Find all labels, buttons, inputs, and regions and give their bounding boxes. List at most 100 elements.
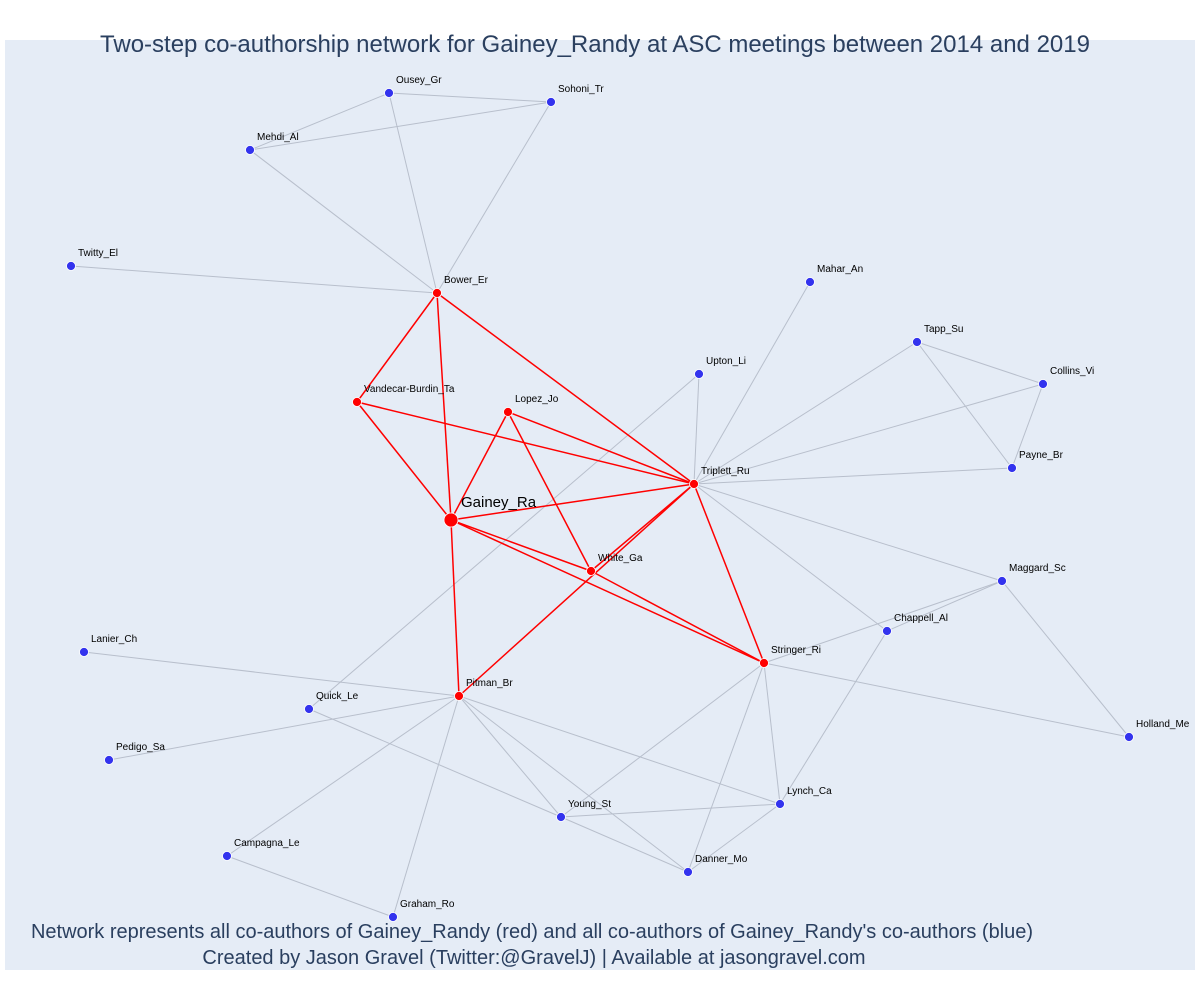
edge-stringer-ri-danner-mo bbox=[687, 662, 765, 873]
edge-triplett-ru-chappell-al bbox=[693, 483, 888, 632]
edge-gainey-ra-white-ga bbox=[450, 519, 592, 572]
edge-stringer-ri-young-st bbox=[560, 662, 765, 818]
node-label-lopez-jo: Lopez_Jo bbox=[515, 394, 559, 405]
edge-maggard-sc-stringer-ri bbox=[763, 580, 1003, 664]
edge-triplett-ru-payne-br bbox=[693, 467, 1013, 485]
edge-lopez-jo-triplett-ru bbox=[507, 411, 695, 485]
edge-bower-er-twitty-el bbox=[70, 265, 438, 294]
node-label-campagna-le: Campagna_Le bbox=[234, 838, 300, 849]
edge-pitman-br-danner-mo bbox=[458, 695, 689, 873]
edge-bower-er-sohoni-tr bbox=[436, 101, 552, 294]
plot-background bbox=[5, 40, 1195, 970]
edge-mehdi-al-sohoni-tr bbox=[249, 101, 552, 151]
node-label-payne-br: Payne_Br bbox=[1019, 450, 1064, 461]
node-pedigo-sa[interactable] bbox=[104, 755, 114, 765]
node-twitty-el[interactable] bbox=[66, 261, 76, 271]
node-upton-li[interactable] bbox=[694, 369, 704, 379]
edge-campagna-le-graham-ro bbox=[226, 855, 394, 918]
node-label-bower-er: Bower_Er bbox=[444, 275, 489, 286]
edge-triplett-ru-collins-vi bbox=[693, 383, 1044, 485]
edge-gainey-ra-triplett-ru bbox=[450, 483, 695, 521]
edge-gainey-ra-pitman-br bbox=[450, 519, 460, 697]
node-holland-me[interactable] bbox=[1124, 732, 1134, 742]
edge-vandecar-burdin-ta-triplett-ru bbox=[356, 401, 695, 485]
node-quick-le[interactable] bbox=[304, 704, 314, 714]
edge-pitman-br-pedigo-sa bbox=[108, 695, 460, 761]
edge-triplett-ru-tapp-su bbox=[693, 341, 918, 485]
node-label-quick-le: Quick_Le bbox=[316, 691, 359, 702]
node-pitman-br[interactable] bbox=[454, 691, 464, 701]
node-label-upton-li: Upton_Li bbox=[706, 356, 746, 367]
node-gainey-ra[interactable] bbox=[443, 512, 459, 528]
edge-maggard-sc-chappell-al bbox=[886, 580, 1003, 632]
edge-ousey-gr-mehdi-al bbox=[249, 92, 390, 151]
node-label-vandecar-burdin-ta: Vandecar-Burdin_Ta bbox=[364, 384, 455, 395]
node-campagna-le[interactable] bbox=[222, 851, 232, 861]
node-lanier-ch[interactable] bbox=[79, 647, 89, 657]
edge-gainey-ra-bower-er bbox=[436, 292, 452, 521]
footer-line-2: Created by Jason Gravel (Twitter:@Gravel… bbox=[202, 947, 865, 969]
edge-triplett-ru-stringer-ri bbox=[693, 483, 765, 664]
edge-tapp-su-payne-br bbox=[916, 341, 1013, 469]
edge-pitman-br-graham-ro bbox=[392, 695, 460, 918]
nodes-layer bbox=[66, 88, 1134, 922]
node-label-young-st: Young_St bbox=[568, 799, 611, 810]
node-young-st[interactable] bbox=[556, 812, 566, 822]
edge-stringer-ri-lynch-ca bbox=[763, 662, 781, 805]
edge-triplett-ru-mahar-an bbox=[693, 281, 811, 485]
edge-stringer-ri-holland-me bbox=[763, 662, 1130, 738]
node-chappell-al[interactable] bbox=[882, 626, 892, 636]
node-label-collins-vi: Collins_Vi bbox=[1050, 366, 1094, 377]
node-label-gainey-ra: Gainey_Ra bbox=[461, 494, 537, 511]
edge-pitman-br-lynch-ca bbox=[458, 695, 781, 805]
node-label-chappell-al: Chappell_Al bbox=[894, 613, 948, 624]
node-label-triplett-ru: Triplett_Ru bbox=[701, 466, 750, 477]
node-label-lynch-ca: Lynch_Ca bbox=[787, 786, 832, 797]
edge-white-ga-stringer-ri bbox=[590, 570, 765, 664]
edge-gainey-ra-vandecar-burdin-ta bbox=[356, 401, 452, 521]
edge-lopez-jo-white-ga bbox=[507, 411, 592, 572]
node-label-holland-me: Holland_Me bbox=[1136, 719, 1190, 730]
edge-collins-vi-payne-br bbox=[1011, 383, 1044, 469]
edge-danner-mo-lynch-ca bbox=[687, 803, 781, 873]
edge-maggard-sc-holland-me bbox=[1001, 580, 1130, 738]
edge-chappell-al-lynch-ca bbox=[779, 630, 888, 805]
edge-gainey-ra-lopez-jo bbox=[450, 411, 509, 521]
node-graham-ro[interactable] bbox=[388, 912, 398, 922]
edge-upton-li-quick-le bbox=[308, 373, 700, 710]
node-label-white-ga: White_Ga bbox=[598, 553, 643, 564]
node-mehdi-al[interactable] bbox=[245, 145, 255, 155]
node-lynch-ca[interactable] bbox=[775, 799, 785, 809]
node-label-maggard-sc: Maggard_Sc bbox=[1009, 563, 1066, 574]
node-stringer-ri[interactable] bbox=[759, 658, 769, 668]
node-payne-br[interactable] bbox=[1007, 463, 1017, 473]
edge-pitman-br-campagna-le bbox=[226, 695, 460, 857]
footer-line-1: Network represents all co-authors of Gai… bbox=[31, 921, 1033, 943]
node-label-pedigo-sa: Pedigo_Sa bbox=[116, 742, 165, 753]
node-label-graham-ro: Graham_Ro bbox=[400, 899, 455, 910]
edge-ousey-gr-sohoni-tr bbox=[388, 92, 552, 103]
edge-tapp-su-collins-vi bbox=[916, 341, 1044, 385]
node-tapp-su[interactable] bbox=[912, 337, 922, 347]
node-lopez-jo[interactable] bbox=[503, 407, 513, 417]
node-white-ga[interactable] bbox=[586, 566, 596, 576]
node-bower-er[interactable] bbox=[432, 288, 442, 298]
edge-gainey-ra-stringer-ri bbox=[450, 519, 765, 664]
node-ousey-gr[interactable] bbox=[384, 88, 394, 98]
edge-triplett-ru-pitman-br bbox=[458, 483, 695, 697]
edge-quick-le-young-st bbox=[308, 708, 562, 818]
node-collins-vi[interactable] bbox=[1038, 379, 1048, 389]
node-triplett-ru[interactable] bbox=[689, 479, 699, 489]
node-mahar-an[interactable] bbox=[805, 277, 815, 287]
edge-young-st-lynch-ca bbox=[560, 803, 781, 818]
node-maggard-sc[interactable] bbox=[997, 576, 1007, 586]
node-label-twitty-el: Twitty_El bbox=[78, 248, 118, 259]
node-sohoni-tr[interactable] bbox=[546, 97, 556, 107]
node-label-mehdi-al: Mehdi_Al bbox=[257, 132, 299, 143]
node-vandecar-burdin-ta[interactable] bbox=[352, 397, 362, 407]
node-label-sohoni-tr: Sohoni_Tr bbox=[558, 84, 604, 95]
chart-title: Two-step co-authorship network for Gaine… bbox=[100, 31, 1090, 58]
node-danner-mo[interactable] bbox=[683, 867, 693, 877]
node-label-pitman-br: Pitman_Br bbox=[466, 678, 513, 689]
